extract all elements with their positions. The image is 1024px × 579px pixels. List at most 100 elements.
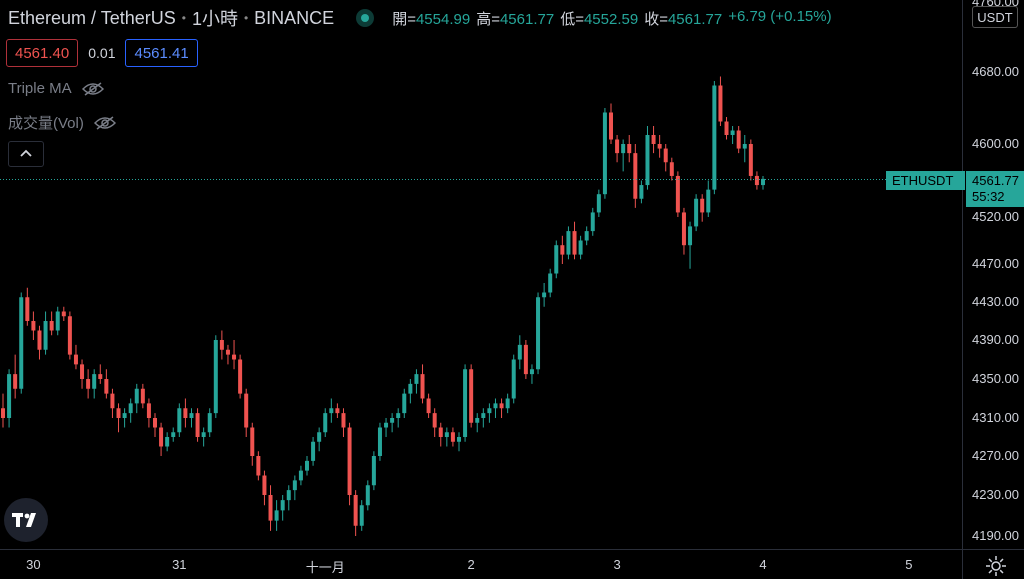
candle [280,495,285,521]
candle [341,408,346,437]
candle-body [566,231,571,255]
candle [159,422,164,456]
candle-body [122,413,127,418]
exchange-label: BINANCE [254,7,335,28]
candle-body [177,408,182,433]
candle [706,180,711,217]
candle [694,194,699,232]
candle-body [92,374,97,389]
high-value: 4561.77 [499,10,555,28]
candle [548,268,553,298]
candle [621,139,626,172]
candle-body [371,456,376,486]
candle [359,500,364,531]
candle-body [724,121,729,135]
candle-body [250,427,255,456]
candle-body [116,408,121,418]
candle [37,325,42,360]
candle [718,76,723,126]
candle-body [25,297,30,321]
x-tick-label: 十一月 [305,560,345,575]
candle [73,344,78,370]
candle [469,364,474,428]
candle [292,475,297,501]
candle [688,221,693,269]
candle [104,369,109,399]
collapse-legend-button[interactable] [8,141,44,167]
candle [43,311,48,355]
candle-body [517,344,522,360]
eye-off-icon[interactable] [81,81,104,96]
y-tick-label: 4430.00 [972,294,1019,309]
y-tick-label: 4310.00 [972,410,1019,425]
market-status-icon[interactable] [356,9,375,27]
candle [219,330,224,360]
eye-off-icon[interactable] [93,115,116,130]
candle-body [742,144,747,149]
candle [371,451,376,491]
candle [657,135,662,158]
buy-button[interactable]: 4561.41 [125,39,198,67]
candle [377,422,382,461]
candle-body [669,162,674,176]
candle-body [420,374,425,399]
candle [329,398,334,423]
candle-body [183,408,188,418]
candle-body [761,178,765,186]
indicator-triple-ma[interactable]: Triple MA [8,80,104,97]
candle [122,408,127,428]
candle-body [171,432,176,437]
candle-body [55,311,60,331]
currency-selector[interactable]: USDT [972,6,1018,28]
candle-body [146,403,151,418]
candle-body [365,485,370,506]
candle [86,369,91,399]
candle [80,359,85,389]
x-tick-label: 3 [613,557,621,572]
candle-body [523,344,528,375]
candle [584,226,589,246]
candle [736,126,741,154]
candle-body [426,398,431,414]
candle [195,408,200,442]
chart-header: Ethereum / TetherUS • 1小時 • BINANCE 開=45… [8,6,832,30]
candle-body [98,374,103,379]
candle-body [311,441,316,461]
candle [311,437,316,466]
candle [165,432,170,452]
candle-body [706,189,711,213]
sell-button[interactable]: 4561.40 [6,39,79,67]
y-tick-label: 4680.00 [972,64,1019,79]
x-tick-label: 4 [759,557,767,572]
candle-body [596,194,601,213]
candle [481,408,486,428]
candle-body [286,490,291,501]
candle-body [444,432,449,437]
candle-body [280,500,285,511]
change-value: +6.79 (+0.15%) [728,7,832,25]
candle-body [1,408,5,418]
candle-body [457,437,461,442]
candle [578,235,583,260]
candle-body [590,212,595,232]
gear-icon[interactable] [985,555,1007,577]
candle-body [305,460,309,471]
close-label: 收= [644,10,668,28]
candle [232,340,237,370]
candle [183,398,188,428]
symbol-title[interactable]: Ethereum / TetherUS [8,7,176,28]
candle-body [335,408,340,414]
interval-label[interactable]: 1小時 [191,9,238,29]
y-tick-label: 4230.00 [972,487,1019,502]
candle-body [572,231,577,255]
candle [633,144,638,208]
candle [554,240,559,279]
indicator-volume[interactable]: 成交量(Vol) [8,112,116,133]
candle-body [323,413,328,433]
candle [274,500,279,531]
tradingview-logo-icon[interactable] [4,498,48,542]
candle-body [225,349,230,355]
candle-body [736,130,741,149]
trade-buttons: 4561.40 0.01 4561.41 [6,39,198,67]
